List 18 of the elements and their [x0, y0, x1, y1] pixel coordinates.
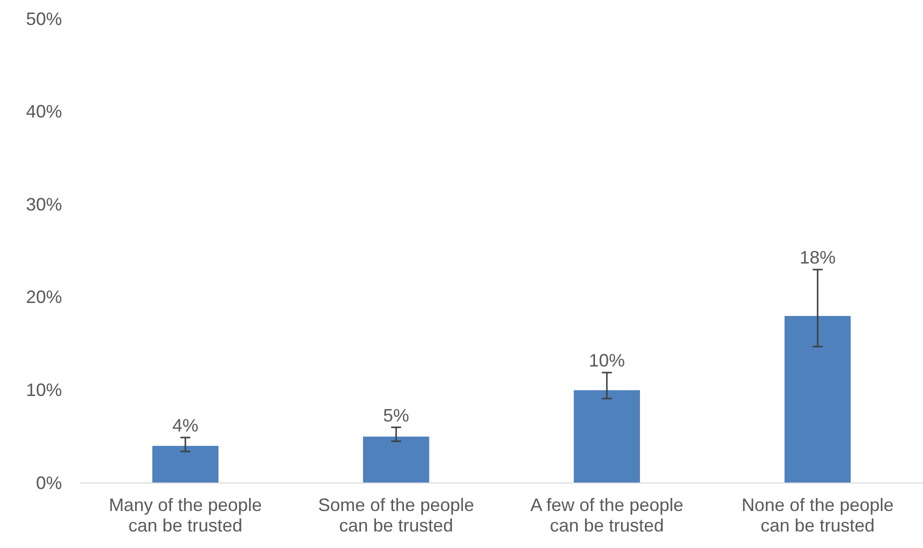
y-tick-label: 20% [26, 287, 62, 308]
y-tick-label: 50% [26, 8, 62, 29]
x-tick-label: A few of the people can be trusted [530, 495, 684, 536]
x-tick-label: Some of the people can be trusted [318, 495, 474, 536]
data-label: 4% [172, 416, 198, 436]
bar [574, 390, 640, 483]
bar [152, 446, 218, 483]
data-label: 5% [383, 405, 410, 426]
data-label: 18% [800, 248, 836, 268]
y-tick-label: 40% [26, 102, 62, 122]
bar [363, 436, 430, 483]
bar [784, 316, 851, 483]
y-tick-label: 10% [26, 380, 62, 400]
y-tick-label: 30% [26, 194, 62, 214]
x-tick-label: Many of the people can be trusted [108, 495, 262, 536]
y-tick-label: 0% [36, 472, 62, 493]
data-label: 10% [588, 350, 625, 371]
x-tick-label: None of the people can be trusted [742, 495, 894, 536]
